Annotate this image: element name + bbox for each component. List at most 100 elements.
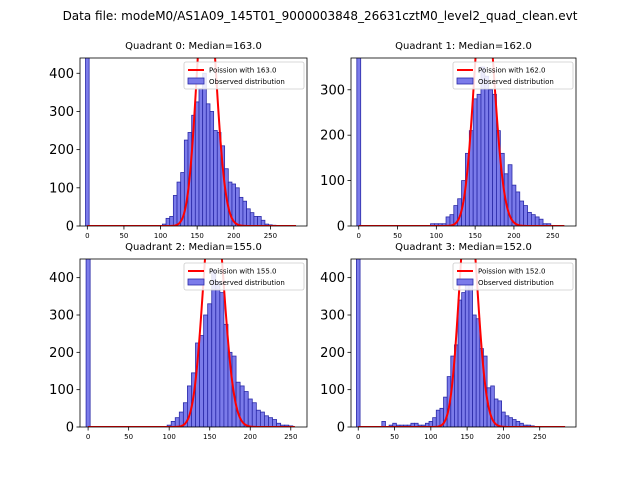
histogram-bar [194,101,200,226]
histogram-bar [209,111,215,226]
histogram-bar [176,181,182,226]
legend-box [183,61,305,90]
x-tick-label: 150 [468,232,481,240]
histogram-bar [172,195,178,226]
histogram-bar [523,205,528,226]
histogram-bar [251,402,257,427]
x-tick-label: 100 [430,232,443,240]
histogram-bar [243,391,249,427]
legend-observed-label: Observed distribution [478,279,554,287]
x-tick-label: 0 [85,232,89,240]
histogram-bar [246,208,251,226]
y-tick-label: 200 [49,143,74,158]
x-tick-label: 250 [533,433,546,441]
histogram-bar [468,280,473,427]
y-tick-label: 300 [49,309,74,324]
histogram-bar [268,417,273,427]
histogram-bar [480,66,486,226]
histogram-bar [238,196,244,226]
x-tick-label: 50 [390,433,399,441]
histogram-bar [213,130,218,226]
subplot-quadrant-0: Quadrant 0: Median=163.0 0 100 200 300 400 0 50… [49,41,308,240]
legend-observed-label: Observed distribution [209,279,285,287]
legend: Poission with 152.0 Observed distribution [452,262,574,291]
legend: Poission with 163.0 Observed distribution [183,61,305,90]
histogram-bar [504,415,510,427]
x-tick-label: 50 [124,433,133,441]
histogram-bar [247,398,253,427]
axes-frame [79,57,308,227]
figure-title: Data file: modeM0/AS1A09_145T01_90000038… [63,9,578,23]
histogram-bar-zero-spike [85,58,90,226]
histogram-bar [205,103,211,226]
histogram-bar [264,415,269,427]
axes-frame [79,258,308,428]
y-tick-label: 400 [49,271,74,286]
axes-frame [350,57,577,227]
y-tick-label: 0 [66,421,74,436]
legend-poisson-label: Poission with 163.0 [209,67,277,75]
histogram-bar [272,419,277,427]
subplot-quadrant-3: Quadrant 3: Median=152.0 0 100 200 300 400 0 50… [320,242,577,441]
histogram-bar [202,72,207,226]
axes-frame [350,258,577,428]
x-tick-label: 200 [497,433,510,441]
y-tick-label: 400 [320,271,345,286]
y-tick-label: 200 [320,346,345,361]
y-tick-label: 400 [49,67,74,82]
plot-area [356,58,565,226]
histogram-bar [249,212,255,226]
subplot-quadrant-1: Quadrant 1: Median=162.0 0 100 200 300 0 50 100… [320,41,577,240]
y-tick-label: 0 [337,220,345,235]
histogram-bar [432,417,437,427]
histogram-bar [235,187,240,226]
subplot-grid: Quadrant 0: Median=163.0 0 100 200 300 400 0 50… [49,41,577,441]
legend-poisson-label: Poission with 155.0 [209,268,277,276]
x-tick-label: 100 [424,433,437,441]
histogram-bar [472,98,478,226]
poisson-curve [87,58,297,226]
histogram-bar-zero-spike [356,259,361,427]
histogram-bar [242,200,247,226]
x-tick-label: 50 [393,232,402,240]
legend-box [452,262,574,291]
histogram-bar [546,223,552,226]
y-tick-label: 200 [49,346,74,361]
legend-observed-swatch [187,77,205,85]
histogram-bar [435,409,441,427]
x-tick-label: 200 [227,232,240,240]
histogram-bar [527,211,532,226]
y-tick-label: 0 [66,220,74,235]
histogram-bar [211,269,217,427]
legend-poisson-label: Poission with 162.0 [478,67,546,75]
x-tick-label: 100 [154,232,167,240]
legend: Poission with 162.0 Observed distribution [452,61,574,90]
y-tick-label: 200 [320,129,345,144]
legend-observed-swatch [456,278,474,286]
histogram-bar [255,409,261,427]
histogram-bar [203,314,209,427]
y-tick-label: 300 [320,309,345,324]
histogram-bar [207,303,213,427]
plot-area [85,259,295,427]
y-tick-label: 0 [337,421,345,436]
histogram-bar [475,318,481,427]
y-tick-label: 100 [320,174,345,189]
histogram-bar [445,216,451,226]
x-tick-label: 0 [356,433,360,441]
legend-poisson-label: Poission with 152.0 [478,268,546,276]
subplot-title: Quadrant 1: Median=162.0 [395,41,532,52]
histogram-bar [215,280,221,427]
subplot-quadrant-2: Quadrant 2: Median=155.0 0 100 200 300 400 0 50… [49,242,308,441]
histogram-bar [199,335,205,427]
x-tick-label: 150 [460,433,473,441]
histogram-bar [457,299,463,427]
histogram-bar-zero-spike [85,259,91,427]
y-tick-label: 100 [49,383,74,398]
histogram-bar [472,314,477,427]
histogram-bar [538,218,544,226]
histogram-bar [198,88,204,226]
x-tick-label: 200 [244,433,257,441]
x-tick-label: 0 [86,433,90,441]
